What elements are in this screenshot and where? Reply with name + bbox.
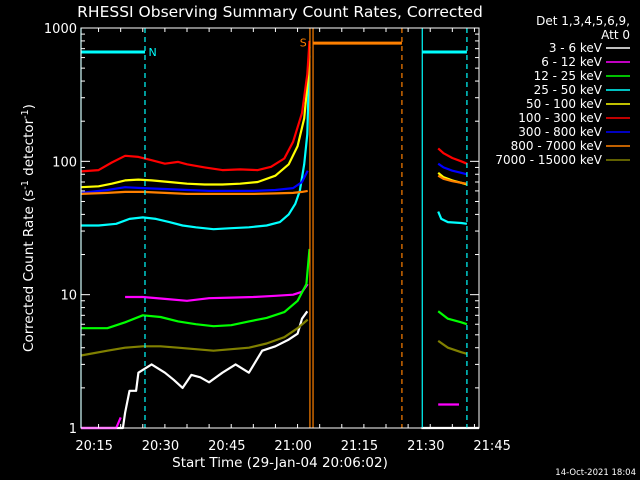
y-tick-label: 100 (52, 155, 77, 170)
x-tick-label: 21:45 (473, 439, 510, 454)
legend-header-line-2: Att 0 (601, 28, 630, 42)
x-tick-label: 20:45 (208, 439, 245, 454)
y-tick-label: 10 (60, 289, 77, 304)
series-line (81, 310, 479, 430)
interval-label: S (300, 36, 307, 49)
legend-item-label: 6 - 12 keV (541, 55, 603, 69)
chart-title: RHESSI Observing Summary Count Rates, Co… (77, 3, 483, 21)
legend-item-label: 50 - 100 keV (526, 97, 603, 111)
x-axis-title: Start Time (29-Jan-04 20:06:02) (172, 455, 388, 471)
x-tick-label: 21:30 (407, 439, 444, 454)
series-line (81, 55, 468, 231)
interval-label: N (149, 46, 157, 59)
series-line (80, 162, 468, 194)
y-axis-title: Corrected Count Rate (s-1 detector-1) (20, 104, 37, 352)
y-tick-label: 1000 (44, 22, 77, 37)
legend-item-label: 300 - 800 keV (518, 125, 602, 139)
series-line (80, 174, 468, 195)
series-line (81, 248, 468, 330)
series-line (80, 318, 468, 357)
y-tick-label: 1 (69, 422, 77, 437)
x-tick-label: 20:15 (75, 439, 112, 454)
x-tick-label: 20:30 (142, 439, 179, 454)
legend-header-line-1: Det 1,3,4,5,6,9, (536, 14, 630, 28)
legend-item-label: 800 - 7000 keV (511, 139, 603, 153)
x-tick-label: 21:00 (274, 439, 311, 454)
x-axis: 20:15 20:30 20:45 21:00 21:15 21:30 21:45 (75, 28, 511, 454)
legend-item-label: 100 - 300 keV (518, 111, 602, 125)
plot-data-layer (80, 40, 479, 430)
footer-timestamp: 14-Oct-2021 18:04 (555, 468, 636, 478)
x-tick-label: 21:15 (341, 439, 378, 454)
plot-frame (80, 27, 480, 429)
legend-item-label: 25 - 50 keV (534, 83, 603, 97)
legend-item-label: 12 - 25 keV (534, 69, 603, 83)
legend-item-label: 7000 - 15000 keV (495, 153, 602, 167)
series-line (80, 40, 468, 173)
y-axis: 1 10 100 1000 (44, 22, 479, 437)
plot-annotations: NS (80, 28, 468, 428)
legend-item-label: 3 - 6 keV (549, 41, 603, 55)
